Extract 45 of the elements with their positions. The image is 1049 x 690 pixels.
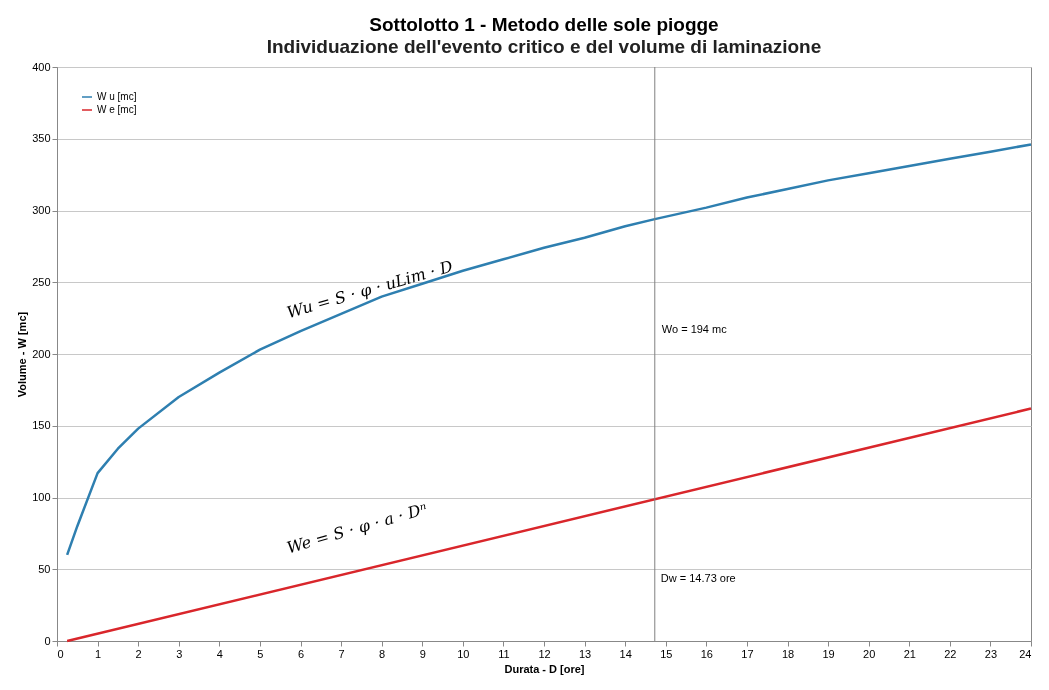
legend-label: W u [mc] [97, 91, 137, 102]
x-tick-label: 15 [660, 647, 673, 660]
x-axis-title: Durata - D [ore] [504, 662, 585, 675]
x-tick-label: 17 [741, 647, 754, 660]
x-tick-label: 0 [57, 647, 64, 660]
x-tick-label: 18 [781, 647, 795, 660]
x-tick-label: 13 [578, 647, 592, 660]
y-tick-label: 50 [38, 562, 51, 575]
y-tick-label: 300 [32, 204, 51, 216]
legend-label: W e [mc] [97, 104, 137, 115]
annotation: Wo = 194 mc [661, 323, 728, 336]
x-tick-label: 1 [95, 647, 102, 660]
y-tick-label: 100 [32, 491, 51, 503]
ref-line-label: Dw = 14.73 ore [660, 572, 736, 584]
x-tick-label: 2 [135, 647, 142, 660]
x-tick-label: 23 [984, 647, 998, 660]
y-tick-label: 0 [44, 634, 51, 647]
x-tick-label: 16 [700, 647, 713, 660]
chart-title: Sottolotto 1 - Metodo delle sole piogge [369, 14, 719, 35]
y-tick-label: 200 [32, 347, 51, 360]
x-tick-label: 11 [498, 647, 510, 660]
x-tick-label: 9 [419, 647, 426, 660]
x-tick-label: 7 [338, 647, 345, 660]
x-tick-label: 4 [216, 647, 223, 660]
y-tick-label: 250 [32, 275, 51, 288]
x-tick-label: 24 [1019, 647, 1032, 660]
x-tick-label: 12 [538, 647, 551, 660]
x-tick-label: 10 [457, 647, 470, 660]
x-tick-label: 19 [822, 647, 835, 660]
x-tick-label: 8 [379, 647, 386, 660]
x-tick-label: 14 [619, 647, 632, 660]
y-tick-label: 400 [32, 60, 51, 73]
x-tick-label: 20 [863, 647, 876, 660]
y-tick-label: 150 [32, 419, 51, 432]
annotation: We = S · φ · a · Dⁿ [284, 499, 430, 558]
y-tick-label: 350 [32, 132, 51, 145]
x-tick-label: 22 [944, 647, 957, 660]
x-tick-label: 6 [297, 647, 305, 660]
line-series [65, 143, 1033, 557]
x-tick-label: 5 [257, 647, 264, 660]
y-axis-title: Volume - W [mc] [16, 311, 29, 398]
x-tick-label: 21 [903, 647, 916, 660]
annotation: Wu = S · φ · uLim · D [284, 256, 456, 323]
chart-subtitle: Individuazione dell'evento critico e del volume di laminazione [266, 36, 822, 57]
x-tick-label: 3 [176, 647, 183, 660]
